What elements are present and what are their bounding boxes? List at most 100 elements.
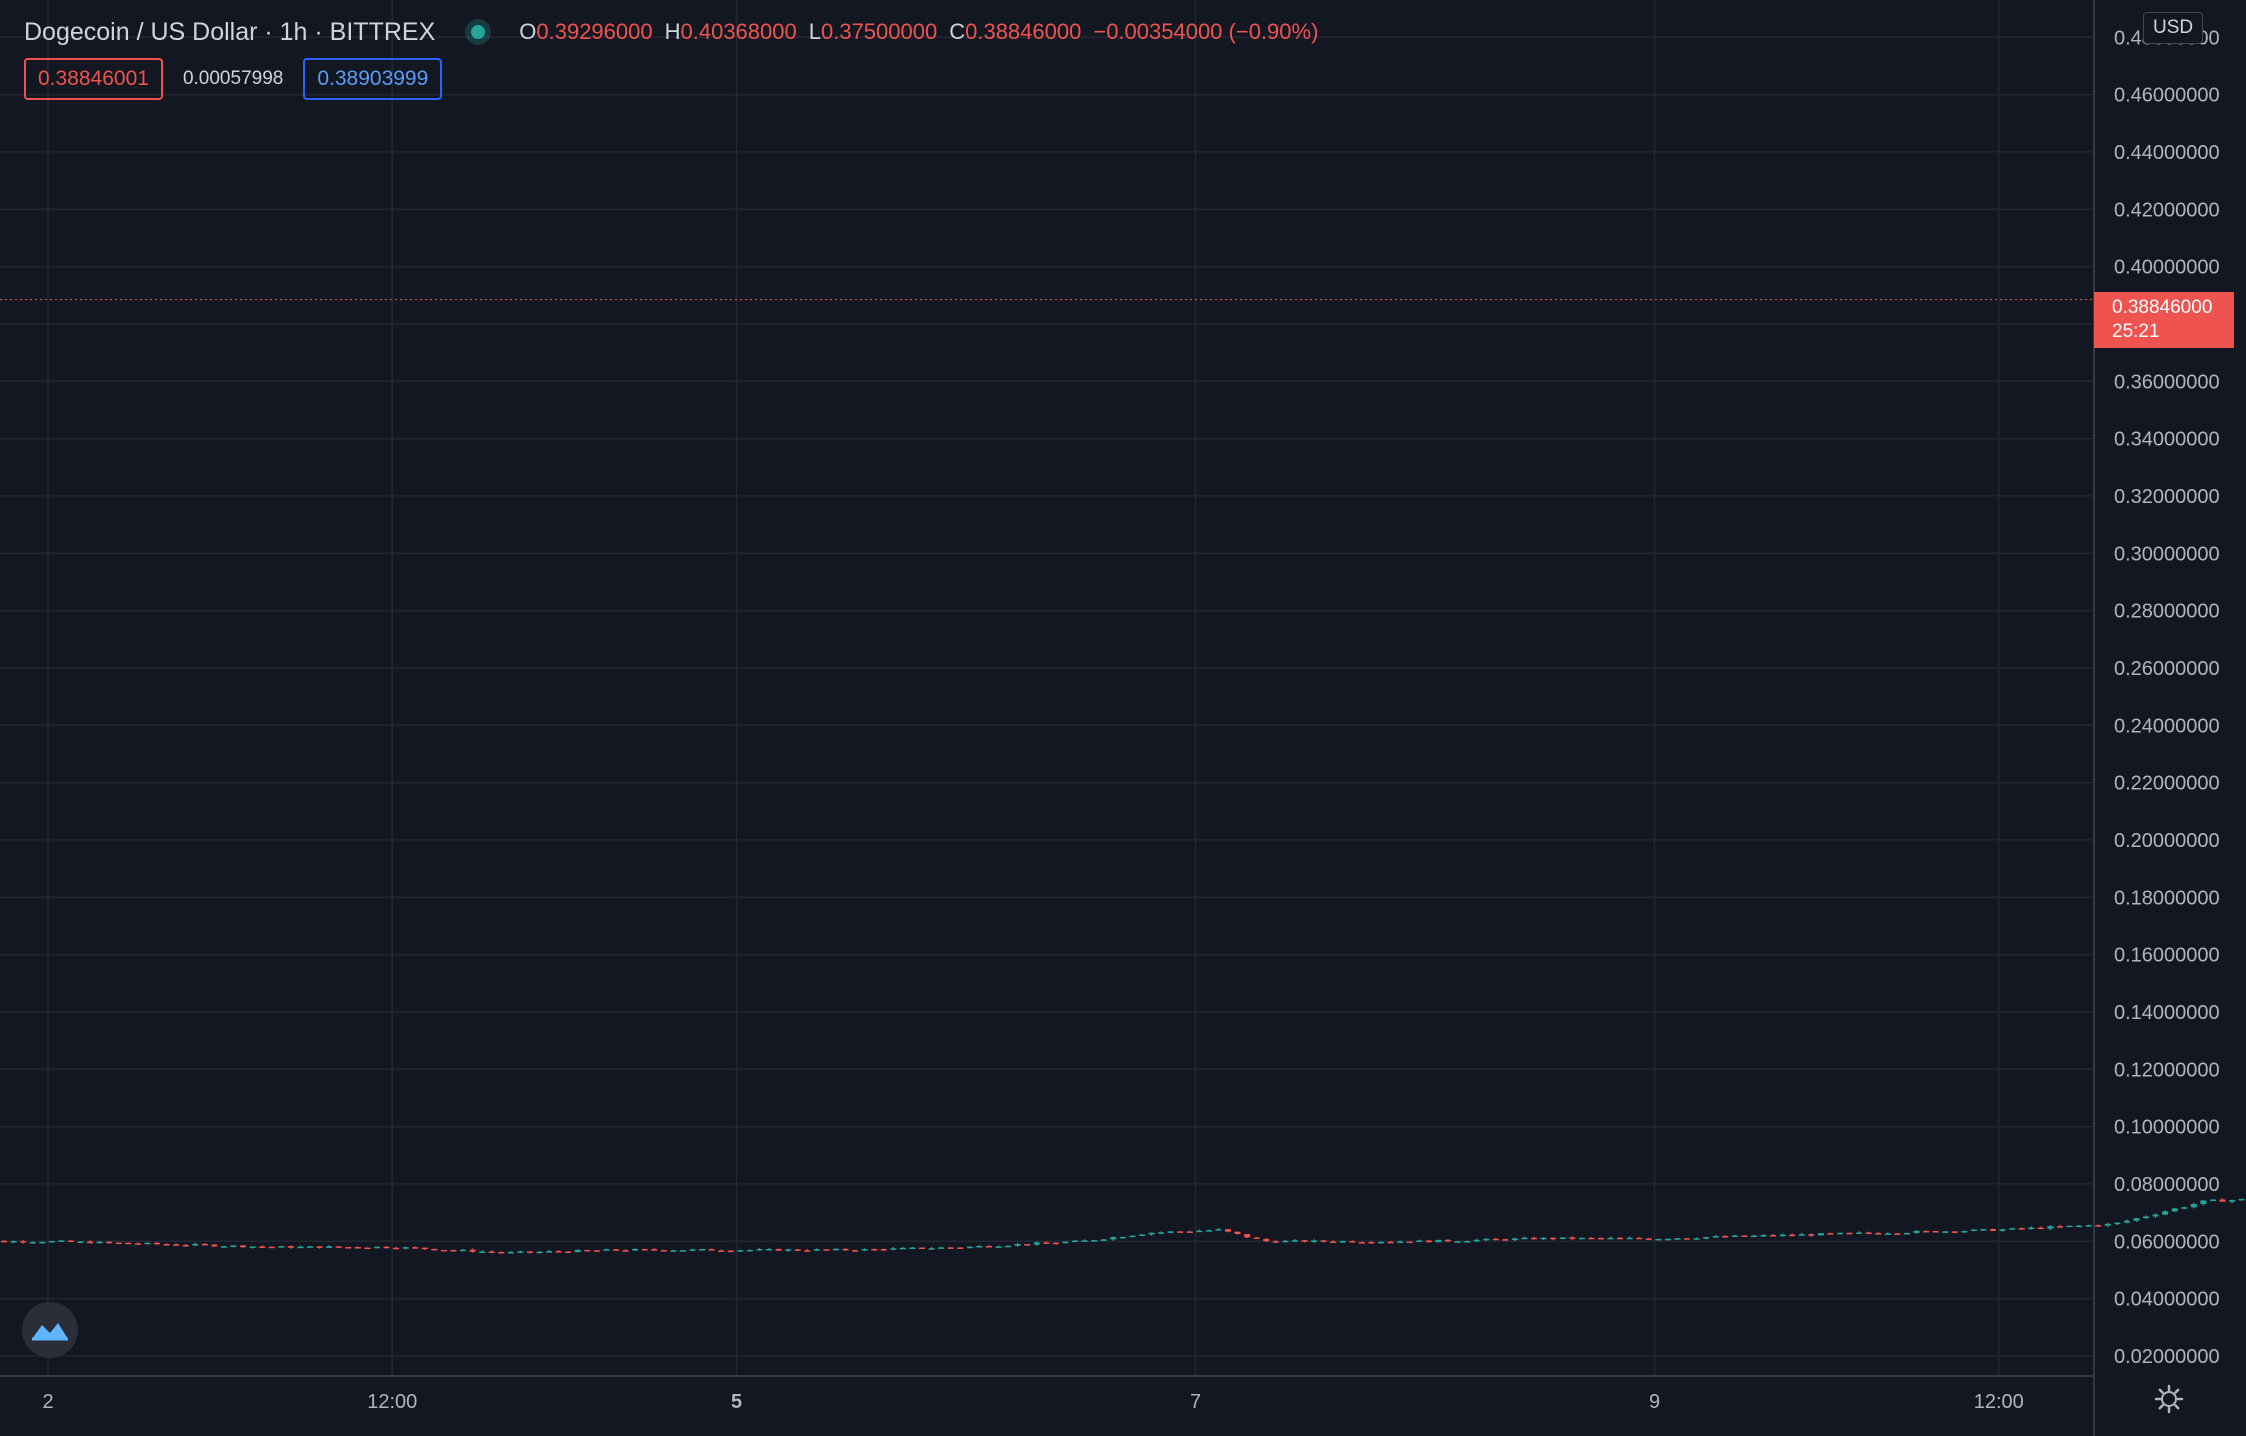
candle-body [909, 1247, 916, 1250]
y-tick-label: 0.30000000 [2114, 543, 2220, 565]
candle-body [1052, 1242, 1059, 1245]
candle-body [402, 1247, 409, 1249]
candle-body [832, 1248, 839, 1251]
candle-body [115, 1242, 122, 1245]
candle-body [1205, 1230, 1212, 1232]
candle-body [1253, 1237, 1260, 1239]
candle-body [708, 1249, 715, 1251]
symbol-title[interactable]: Dogecoin / US Dollar · 1h · BITTREX [24, 17, 436, 46]
candle-body [1387, 1241, 1394, 1244]
candle-body [861, 1249, 868, 1251]
candle-body [498, 1252, 505, 1254]
y-tick-label: 0.46000000 [2114, 85, 2220, 107]
candle-body [1473, 1239, 1480, 1242]
candle-body [211, 1244, 218, 1247]
candle-body [679, 1250, 686, 1252]
candle-body [87, 1241, 94, 1244]
candle-body [1980, 1229, 1987, 1231]
candle-body [1961, 1230, 1968, 1233]
low-value: 0.37500000 [820, 19, 938, 44]
quote-bar: 0.38846001 0.00057998 0.38903999 [24, 58, 443, 100]
candle-body [2219, 1199, 2226, 1202]
currency-button[interactable]: USD [2143, 12, 2204, 44]
candle-body [393, 1247, 400, 1250]
candle-body [2123, 1220, 2130, 1223]
candle-body [1970, 1229, 1977, 1232]
candle-body [1014, 1244, 1021, 1246]
y-tick-label: 0.24000000 [2114, 715, 2220, 737]
candle-body [1005, 1245, 1012, 1248]
y-tick-label: 0.44000000 [2114, 142, 2220, 164]
candle-body [1244, 1233, 1251, 1238]
candle-body [1062, 1241, 1069, 1244]
candle-body [1358, 1242, 1365, 1244]
candle-body [593, 1250, 600, 1252]
candle-body [1607, 1237, 1614, 1240]
candle-body [144, 1242, 151, 1245]
candle-body [182, 1245, 189, 1247]
candle-body [431, 1248, 438, 1251]
y-tick-label: 0.36000000 [2114, 371, 2220, 393]
y-tick-label: 0.34000000 [2114, 429, 2220, 451]
candle-body [125, 1242, 132, 1245]
candle-body [871, 1249, 878, 1251]
price-scale[interactable]: 0.02000000 0.04000000 0.06000000 0.08000000… [2114, 27, 2220, 1368]
candle-body [268, 1246, 275, 1249]
candle-body [517, 1251, 524, 1253]
grid-layer [0, 0, 2094, 1376]
candle-body [536, 1251, 543, 1254]
candle-body [928, 1248, 935, 1250]
y-tick-label: 0.42000000 [2114, 199, 2220, 221]
candle-body [2162, 1211, 2169, 1215]
candle-body [1282, 1240, 1289, 1243]
candle-body [2076, 1225, 2083, 1228]
candle-body [1636, 1237, 1643, 1240]
candle-body [555, 1251, 562, 1253]
y-tick-label: 0.16000000 [2114, 945, 2220, 967]
candle-body [2037, 1227, 2044, 1230]
candle-body [412, 1247, 419, 1249]
candle-body [2066, 1225, 2073, 1228]
candle-body [2056, 1226, 2063, 1228]
candle-body [1081, 1240, 1088, 1242]
candle-body [660, 1250, 667, 1252]
candle-body [1837, 1232, 1844, 1235]
candle-body [1406, 1241, 1413, 1243]
open-value: 0.39296000 [536, 19, 653, 44]
candle-body [1808, 1234, 1815, 1236]
candle-body [938, 1247, 945, 1249]
candle-body [1798, 1234, 1805, 1236]
buy-button[interactable]: 0.38903999 [303, 58, 443, 100]
candle-body [1454, 1241, 1461, 1243]
candle-body [1846, 1232, 1853, 1235]
candle-body [2152, 1214, 2159, 1217]
candle-body [1311, 1240, 1318, 1242]
candle-body [899, 1247, 906, 1250]
sell-button[interactable]: 0.38846001 [24, 58, 163, 100]
candle-body [1731, 1235, 1738, 1237]
candle-body [1464, 1241, 1471, 1243]
candle-body [1492, 1238, 1499, 1241]
candle-body [1272, 1241, 1279, 1243]
candle-body [2143, 1216, 2150, 1219]
candle-body [890, 1248, 897, 1250]
candle-body [1425, 1240, 1432, 1243]
candle-body [1330, 1241, 1337, 1243]
settings-gear-icon[interactable] [2154, 1384, 2184, 1414]
candle-body [641, 1249, 648, 1251]
candle-body [794, 1249, 801, 1251]
candle-body [1196, 1230, 1203, 1233]
tradingview-logo-icon[interactable] [22, 1302, 78, 1358]
candle-body [632, 1249, 639, 1251]
candle-body [1435, 1239, 1442, 1243]
candle-body [1531, 1237, 1538, 1240]
cloud-logo-icon [32, 1323, 68, 1341]
candle-body [1110, 1237, 1117, 1240]
candle-body [574, 1249, 581, 1253]
candle-body [1540, 1237, 1547, 1240]
y-tick-label: 0.22000000 [2114, 773, 2220, 795]
candle-body [880, 1249, 887, 1251]
candle-body [1138, 1234, 1145, 1237]
